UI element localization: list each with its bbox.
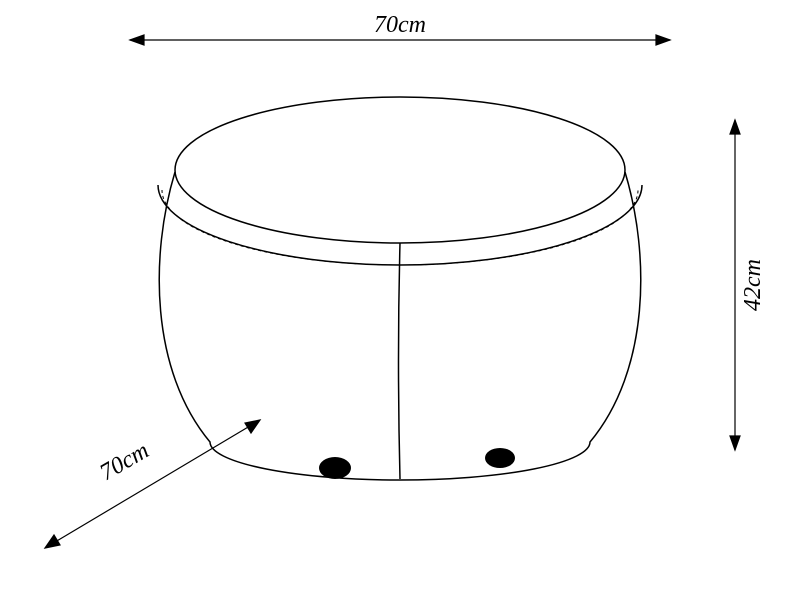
dimension-width-top-label: 70cm: [374, 12, 426, 38]
ottoman-foot-right: [485, 448, 515, 468]
ottoman-foot-left: [319, 457, 351, 479]
ottoman-top-ellipse: [175, 97, 625, 243]
arrowhead-right-icon: [656, 35, 670, 45]
ottoman-center-seam: [399, 243, 401, 479]
arrowhead-diag-ne-icon: [245, 420, 260, 433]
dimension-height-right: [730, 120, 740, 450]
dimension-depth-diagonal-label: 70cm: [95, 438, 153, 487]
dimension-height-right-label: 42cm: [740, 259, 766, 311]
arrowhead-down-icon: [730, 436, 740, 450]
ottoman-feet: [319, 448, 515, 479]
dimension-depth-diagonal: [45, 420, 260, 548]
arrowhead-left-icon: [130, 35, 144, 45]
arrowhead-diag-sw-icon: [45, 535, 60, 548]
ottoman-outline: [158, 97, 642, 480]
arrowhead-up-icon: [730, 120, 740, 134]
ottoman-dimension-diagram: 70cm 42cm 70cm: [0, 0, 800, 600]
